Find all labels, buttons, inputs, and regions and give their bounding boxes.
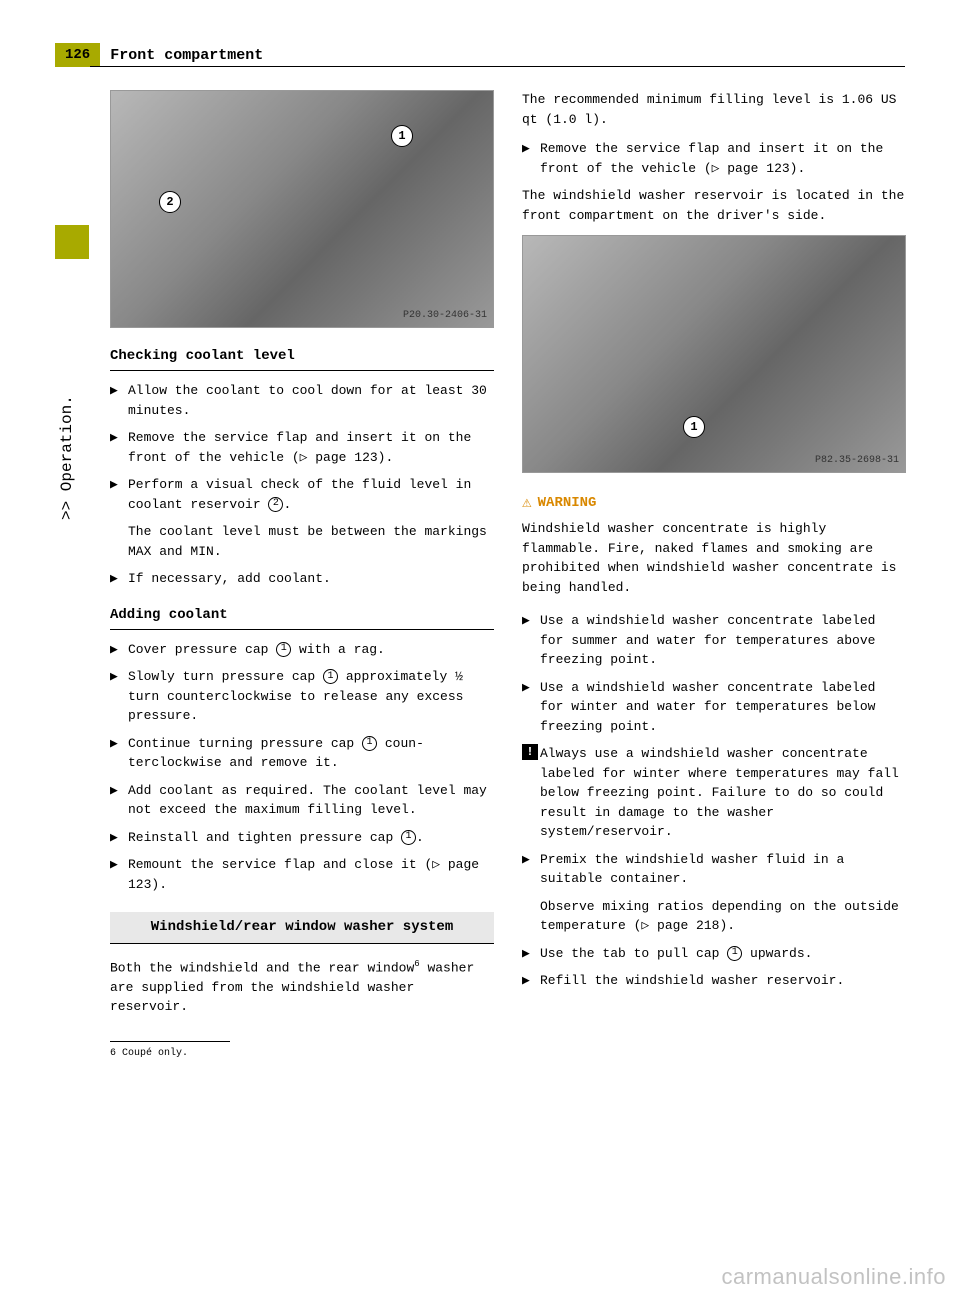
step-item: ▶ Use a windshield washer concentrate la… (522, 678, 906, 737)
step-text: Refill the windshield washer reservoir. (540, 971, 906, 991)
step-item: ▶ Remount the service flap and close it … (110, 855, 494, 894)
step-item: ▶ Use the tab to pull cap 1 upwards. (522, 944, 906, 964)
triangle-icon: ▶ (110, 381, 128, 420)
triangle-icon: ▶ (110, 734, 128, 773)
triangle-icon: ▶ (522, 611, 540, 670)
step-item: ▶ Use a windshield washer concentrate la… (522, 611, 906, 670)
step-item: ▶ Cover pressure cap 1 with a rag. (110, 640, 494, 660)
step-text: Remove the service flap and insert it on… (128, 428, 494, 467)
step-text: Continue turning pressure cap 1 coun­ter… (128, 734, 494, 773)
marker-1-icon: 1 (323, 669, 338, 684)
triangle-icon: ▶ (110, 828, 128, 848)
step-text: Use a windshield washer concentrate labe… (540, 678, 906, 737)
triangle-icon: ▶ (110, 475, 128, 514)
figure-marker-1: 1 (683, 416, 705, 438)
step-text: Perform a visual check of the fluid leve… (128, 475, 494, 514)
watermark: carmanualsonline.info (721, 1264, 946, 1290)
section-indicator (55, 225, 89, 259)
left-column: 1 2 P20.30-2406-31 Checking coolant leve… (110, 90, 494, 1061)
step-text: Slowly turn pressure cap 1 approx­imatel… (128, 667, 494, 726)
marker-1-icon: 1 (401, 830, 416, 845)
paragraph: The windshield washer reservoir is locat… (522, 186, 906, 225)
step-text: Premix the windshield washer fluid in a … (540, 850, 906, 889)
marker-1-icon: 1 (276, 642, 291, 657)
step-text: Cover pressure cap 1 with a rag. (128, 640, 494, 660)
step-text: Remove the service flap and insert it on… (540, 139, 906, 178)
figure-washer: 1 P82.35-2698-31 (522, 235, 906, 473)
triangle-icon: ▶ (110, 855, 128, 894)
step-item: ▶ Allow the coolant to cool down for at … (110, 381, 494, 420)
warning-box: ⚠ WARNING Windshield washer concentrate … (522, 491, 906, 597)
step-text: Reinstall and tighten pressure cap 1. (128, 828, 494, 848)
step-item: ▶ Continue turning pressure cap 1 coun­t… (110, 734, 494, 773)
step-item: ▶ Slowly turn pressure cap 1 approx­imat… (110, 667, 494, 726)
triangle-icon: ▶ (110, 569, 128, 589)
step-item: ▶ Premix the windshield washer fluid in … (522, 850, 906, 889)
marker-1-icon: 1 (727, 946, 742, 961)
warning-label: WARNING (538, 493, 597, 514)
step-text: If necessary, add coolant. (128, 569, 494, 589)
figure-marker-1: 1 (391, 125, 413, 147)
side-tab-label: >> Operation. (58, 395, 76, 520)
step-item: ▶ If necessary, add coolant. (110, 569, 494, 589)
triangle-icon: ▶ (522, 971, 540, 991)
page-number: 126 (55, 43, 100, 67)
step-text: Add coolant as required. The coolant lev… (128, 781, 494, 820)
triangle-icon: ▶ (110, 640, 128, 660)
subhead-add-coolant: Adding coolant (110, 605, 494, 630)
step-text: Allow the coolant to cool down for at le… (128, 381, 494, 420)
caution-text: Always use a windshield washer concen­tr… (540, 744, 906, 842)
paragraph: Both the windshield and the rear window6… (110, 958, 494, 1017)
section-head-washer: Windshield/rear window washer system (110, 912, 494, 944)
step-text: Use the tab to pull cap 1 upwards. (540, 944, 906, 964)
exclamation-icon: ! (522, 744, 538, 760)
step-item: ▶ Remove the service flap and insert it … (522, 139, 906, 178)
note-text: The coolant level must be between the ma… (128, 522, 494, 561)
marker-2-icon: 2 (268, 497, 283, 512)
marker-1-icon: 1 (362, 736, 377, 751)
triangle-icon: ▶ (110, 781, 128, 820)
step-item: ▶ Perform a visual check of the fluid le… (110, 475, 494, 514)
triangle-icon: ▶ (522, 678, 540, 737)
triangle-icon: ▶ (522, 139, 540, 178)
header-rule (90, 66, 905, 67)
triangle-icon: ▶ (110, 428, 128, 467)
content-area: 1 2 P20.30-2406-31 Checking coolant leve… (110, 90, 905, 1061)
triangle-icon: ▶ (522, 944, 540, 964)
subhead-check-coolant: Checking coolant level (110, 346, 494, 371)
step-item: ▶ Refill the windshield washer reservoir… (522, 971, 906, 991)
figure-marker-2: 2 (159, 191, 181, 213)
right-column: The recommended minimum filling level is… (522, 90, 906, 1061)
step-text: Use a windshield washer concentrate labe… (540, 611, 906, 670)
warning-triangle-icon: ⚠ (522, 491, 532, 515)
step-item: ▶ Add coolant as required. The coolant l… (110, 781, 494, 820)
warning-text: Windshield washer concentrate is highly … (522, 519, 906, 597)
warning-head: ⚠ WARNING (522, 491, 906, 515)
triangle-icon: ▶ (110, 667, 128, 726)
footnote: 6 Coupé only. (110, 1046, 494, 1061)
step-item: ▶ Reinstall and tighten pressure cap 1. (110, 828, 494, 848)
paragraph: The recommended minimum filling level is… (522, 90, 906, 129)
page: 126 Front compartment >> Operation. 1 2 … (0, 0, 960, 1302)
figure-id-2: P82.35-2698-31 (815, 453, 899, 468)
note-text: Observe mixing ratios depending on the o… (540, 897, 906, 936)
header-title: Front compartment (100, 47, 263, 64)
caution-item: ! Always use a windshield washer concen­… (522, 744, 906, 842)
step-item: ▶ Remove the service flap and insert it … (110, 428, 494, 467)
step-text: Remount the service flap and close it (▷… (128, 855, 494, 894)
figure-coolant: 1 2 P20.30-2406-31 (110, 90, 494, 328)
figure-id-1: P20.30-2406-31 (403, 308, 487, 323)
footnote-rule (110, 1041, 230, 1042)
triangle-icon: ▶ (522, 850, 540, 889)
